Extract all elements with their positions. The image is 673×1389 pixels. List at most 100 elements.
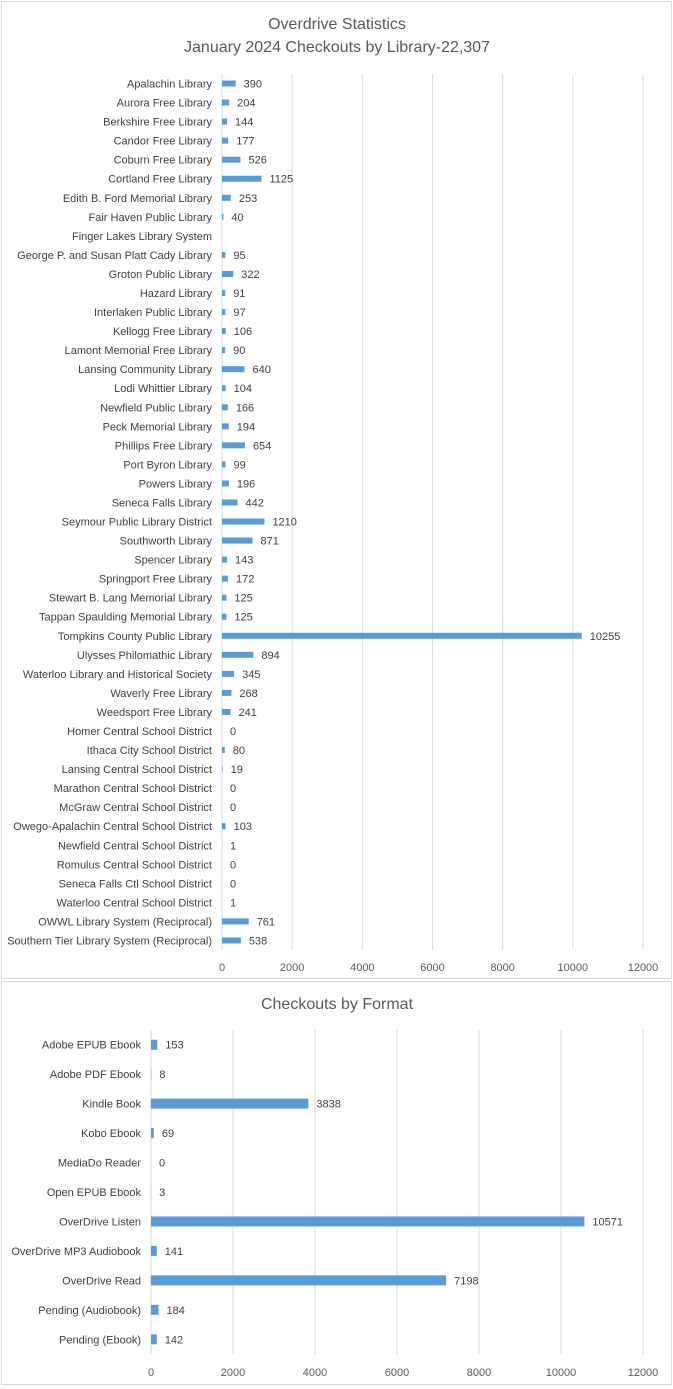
data-label: 103: [234, 821, 252, 833]
category-label: Berkshire Free Library: [103, 117, 212, 129]
category-label: Cortland Free Library: [108, 174, 212, 186]
category-label: Marathon Central School District: [54, 783, 212, 795]
bar: [222, 176, 261, 182]
category-label: Coburn Free Library: [114, 155, 213, 167]
category-label: Pending (Audiobook): [38, 1305, 141, 1317]
category-label: Kobo Ebook: [81, 1128, 141, 1140]
category-label: Lodi Whittier Library: [114, 383, 212, 395]
category-label: Hazard Library: [140, 288, 213, 300]
data-label: 7198: [454, 1275, 478, 1287]
x-tick-label: 8000: [467, 1367, 491, 1379]
category-label: Stewart B. Lang Memorial Library: [49, 593, 213, 605]
bar: [222, 823, 226, 829]
data-label: 10571: [592, 1216, 623, 1228]
category-label: OverDrive Listen: [59, 1216, 141, 1228]
x-tick-label: 4000: [350, 962, 374, 974]
bar: [151, 1305, 159, 1315]
data-label: 1125: [269, 174, 293, 186]
data-label: 8: [159, 1069, 165, 1081]
category-label: Waterloo Central School District: [57, 897, 212, 909]
bar: [222, 595, 226, 601]
x-tick-label: 10000: [546, 1367, 577, 1379]
bar: [222, 214, 223, 220]
data-label: 0: [230, 802, 236, 814]
bar: [222, 100, 229, 106]
data-label: 95: [233, 250, 245, 262]
category-label: Groton Public Library: [109, 269, 213, 281]
category-label: Powers Library: [139, 478, 213, 490]
format-checkouts-chart: Checkouts by Format Adobe EPUB Ebook Adob…: [2, 982, 671, 1384]
library-chart-panel: Overdrive Statistics January 2024 Checko…: [1, 1, 672, 979]
data-label: 253: [239, 193, 257, 205]
category-label: Kellogg Free Library: [113, 326, 213, 338]
category-label: Lansing Community Library: [78, 364, 212, 376]
bar: [151, 1216, 584, 1226]
data-label: 144: [235, 117, 253, 129]
x-tick-label: 6000: [385, 1367, 409, 1379]
data-label: 1: [230, 897, 236, 909]
data-label: 10255: [590, 631, 621, 643]
category-label: Kindle Book: [82, 1099, 141, 1111]
data-label: 142: [165, 1334, 183, 1346]
category-label: Apalachin Library: [127, 79, 212, 91]
bar: [222, 576, 228, 582]
category-label: Southern Tier Library System (Reciprocal…: [7, 935, 212, 947]
data-label: 761: [257, 916, 275, 928]
data-label: 526: [248, 155, 266, 167]
bar: [222, 423, 229, 429]
x-tick-label: 2000: [221, 1367, 245, 1379]
chart-title: Overdrive Statistics: [268, 16, 406, 33]
bar: [222, 461, 225, 467]
bar: [222, 195, 231, 201]
category-label: Newfield Public Library: [100, 402, 212, 414]
category-label: Seneca Falls Library: [112, 497, 213, 509]
x-tick-label: 10000: [558, 962, 589, 974]
category-label: Springport Free Library: [99, 574, 213, 586]
data-label: 80: [233, 745, 245, 757]
bar: [151, 1334, 157, 1344]
bar: [222, 614, 226, 620]
category-label: Phillips Free Library: [115, 440, 213, 452]
bar: [151, 1275, 446, 1285]
category-label: Seneca Falls Ctl School District: [59, 878, 212, 890]
data-label: 0: [230, 878, 236, 890]
category-label: OWWL Library System (Reciprocal): [38, 916, 212, 928]
chart-title: Checkouts by Format: [261, 996, 414, 1013]
bar: [222, 157, 240, 163]
category-label: Adobe EPUB Ebook: [42, 1040, 142, 1052]
data-label: 871: [261, 536, 279, 548]
category-label: Port Byron Library: [123, 459, 212, 471]
data-label: 640: [252, 364, 270, 376]
bar: [222, 385, 226, 391]
category-label: Edith B. Ford Memorial Library: [63, 193, 213, 205]
data-label: 0: [230, 859, 236, 871]
bar: [222, 119, 227, 125]
data-label: 204: [237, 98, 255, 110]
data-label: 141: [165, 1246, 183, 1258]
data-label: 40: [231, 212, 243, 224]
data-label: 125: [234, 612, 252, 624]
category-label: McGraw Central School District: [59, 802, 212, 814]
bar: [222, 309, 225, 315]
data-label: 69: [162, 1128, 174, 1140]
category-label: Aurora Free Library: [117, 98, 213, 110]
bar: [222, 937, 241, 943]
data-label: 90: [233, 345, 245, 357]
category-label: Finger Lakes Library System: [72, 231, 212, 243]
category-label: Waverly Free Library: [110, 688, 212, 700]
x-tick-label: 8000: [490, 962, 514, 974]
data-label: 172: [236, 574, 254, 586]
category-label: Interlaken Public Library: [94, 307, 213, 319]
data-label: 104: [234, 383, 252, 395]
category-label: Southworth Library: [120, 536, 213, 548]
x-tick-label: 12000: [628, 962, 659, 974]
category-label: Adobe PDF Ebook: [50, 1069, 142, 1081]
category-label: Spencer Library: [134, 555, 212, 567]
x-tick-label: 12000: [628, 1367, 659, 1379]
data-label: 19: [231, 764, 243, 776]
bar: [222, 252, 225, 258]
data-label: 3: [159, 1187, 165, 1199]
bar: [222, 633, 582, 639]
category-label: Candor Free Library: [114, 136, 213, 148]
data-label: 99: [233, 459, 245, 471]
